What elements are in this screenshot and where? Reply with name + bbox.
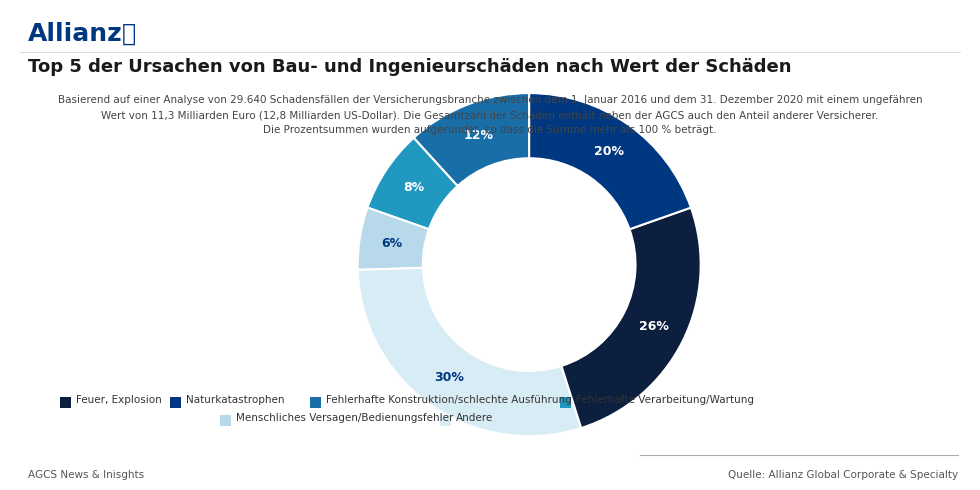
Text: Quelle: Allianz Global Corporate & Specialty: Quelle: Allianz Global Corporate & Speci… bbox=[728, 470, 958, 480]
Bar bbox=[220, 415, 231, 426]
Text: Menschliches Versagen/Bedienungsfehler: Menschliches Versagen/Bedienungsfehler bbox=[236, 413, 454, 423]
Bar bbox=[60, 397, 71, 408]
Text: Ⓜ: Ⓜ bbox=[122, 22, 136, 46]
Text: Allianz: Allianz bbox=[28, 22, 122, 46]
Text: 30%: 30% bbox=[434, 371, 464, 385]
Text: AGCS News & Inisghts: AGCS News & Inisghts bbox=[28, 470, 144, 480]
Bar bbox=[440, 415, 451, 426]
Text: 20%: 20% bbox=[595, 145, 624, 158]
Bar bbox=[170, 397, 181, 408]
Text: Feuer, Explosion: Feuer, Explosion bbox=[76, 395, 162, 405]
Text: 8%: 8% bbox=[403, 181, 424, 195]
Text: Wert von 11,3 Milliarden Euro (12,8 Milliarden US-Dollar). Die Gesamtzahl der Sc: Wert von 11,3 Milliarden Euro (12,8 Mill… bbox=[101, 110, 879, 120]
Text: Fehlerhafte Konstruktion/schlechte Ausführung: Fehlerhafte Konstruktion/schlechte Ausfü… bbox=[326, 395, 571, 405]
Text: Die Prozentsummen wurden aufgerundet, so dass die Summe mehr als 100 % beträgt.: Die Prozentsummen wurden aufgerundet, so… bbox=[264, 125, 716, 135]
Text: Naturkatastrophen: Naturkatastrophen bbox=[186, 395, 284, 405]
Text: 26%: 26% bbox=[639, 320, 668, 333]
Bar bbox=[310, 397, 321, 408]
Wedge shape bbox=[562, 208, 701, 428]
Text: Top 5 der Ursachen von Bau- und Ingenieurschäden nach Wert der Schäden: Top 5 der Ursachen von Bau- und Ingenieu… bbox=[28, 58, 792, 76]
Wedge shape bbox=[358, 268, 581, 436]
Wedge shape bbox=[368, 138, 458, 229]
Text: Basierend auf einer Analyse von 29.640 Schadensfällen der Versicherungsbranche z: Basierend auf einer Analyse von 29.640 S… bbox=[58, 95, 922, 105]
Text: 6%: 6% bbox=[381, 237, 403, 250]
Text: 12%: 12% bbox=[464, 128, 494, 142]
Text: Fehlerhafte Verarbeitung/Wartung: Fehlerhafte Verarbeitung/Wartung bbox=[576, 395, 754, 405]
Text: Andere: Andere bbox=[456, 413, 493, 423]
Wedge shape bbox=[529, 93, 691, 229]
Bar bbox=[560, 397, 571, 408]
Wedge shape bbox=[358, 208, 429, 270]
Wedge shape bbox=[414, 93, 529, 186]
